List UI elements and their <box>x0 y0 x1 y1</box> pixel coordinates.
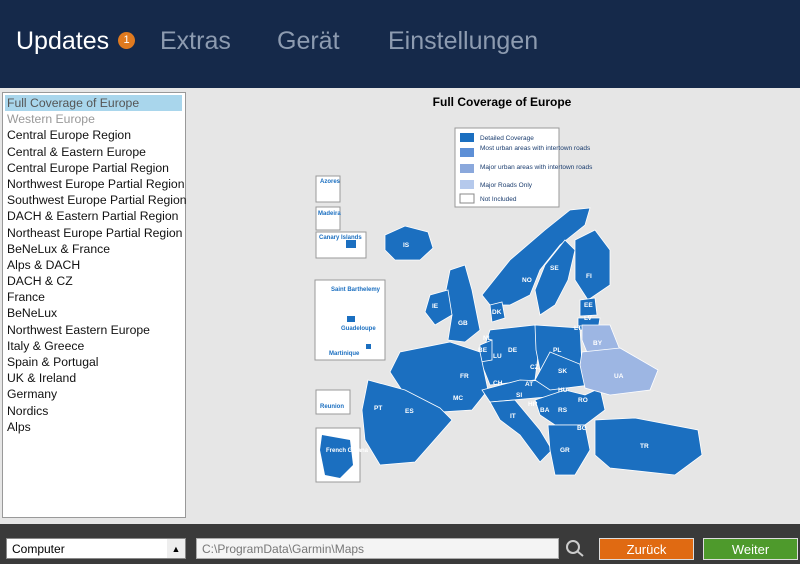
country-label: MC <box>453 395 463 402</box>
region-item[interactable]: Central Europe Region <box>7 128 131 143</box>
region-item[interactable]: Central Europe Partial Region <box>7 160 169 175</box>
map-title: Full Coverage of Europe <box>433 95 572 109</box>
legend-label: Not Included <box>480 196 517 203</box>
country-label: DE <box>508 347 518 354</box>
country-label: SE <box>550 265 559 272</box>
country-label: SK <box>558 368 567 375</box>
tab[interactable]: Extras <box>160 27 231 55</box>
country-labels: IS NO SE FI EE LV LT BY UA PL DE NL BE L… <box>374 242 649 454</box>
region-item[interactable]: Western Europe <box>7 112 95 127</box>
region-item[interactable]: Spain & Portugal <box>7 355 99 369</box>
region-item[interactable]: BeNeLux <box>7 306 58 321</box>
country-label: UA <box>614 373 624 380</box>
country-label: FI <box>586 273 592 280</box>
region-item[interactable]: Southwest Europe Partial Region <box>7 193 187 208</box>
country-label: BA <box>540 407 550 414</box>
region-item[interactable]: France <box>7 290 45 305</box>
region-item[interactable]: DACH & Eastern Partial Region <box>7 209 179 224</box>
legend-label: Major Roads Only <box>480 182 533 189</box>
country-label: CH <box>493 380 503 387</box>
landmass <box>361 207 703 476</box>
country-label: IT <box>510 413 516 420</box>
inset-label: Martinique <box>329 351 360 357</box>
country-label: GB <box>458 320 468 327</box>
region-item[interactable]: Alps <box>7 419 31 434</box>
country-label: DK <box>492 309 502 316</box>
country-label: SI <box>516 392 522 399</box>
location-dropdown[interactable]: Computer ▲ <box>6 538 186 559</box>
country-label: LV <box>584 315 592 322</box>
region-list: Full Coverage of Europe Western Europe Cen… <box>2 92 187 518</box>
inset-label: Madeira <box>318 211 341 217</box>
country-label: GR <box>560 447 570 454</box>
region-item[interactable]: Italy & Greece <box>7 338 85 353</box>
insets: Azores Madeira Canary Islands Saint Bart… <box>314 175 386 483</box>
country-label: BY <box>593 340 603 347</box>
region-item[interactable]: DACH & CZ <box>7 274 73 289</box>
inset-label: Reunion <box>320 404 344 410</box>
country-label: BE <box>478 347 488 354</box>
country-label: LU <box>493 353 502 360</box>
region-item[interactable]: Northwest Eastern Europe <box>7 322 150 337</box>
region-item[interactable]: Central & Eastern Europe <box>7 144 146 159</box>
country-label: EE <box>584 302 593 309</box>
country-label: PL <box>553 347 561 354</box>
region-item[interactable]: Nordics <box>7 403 49 418</box>
tab[interactable]: Gerät <box>277 27 340 55</box>
location: Computer <box>12 542 65 556</box>
region-item[interactable]: Northwest Europe Partial Region <box>7 176 185 191</box>
inset-label: Guadeloupe <box>341 326 376 332</box>
header: Updates 1 Extras Gerät Einstellungen <box>0 0 800 88</box>
country-label: CZ <box>530 364 539 371</box>
country-label: RS <box>558 407 568 414</box>
country-label: ES <box>405 408 414 415</box>
country-label: IE <box>432 303 439 310</box>
region-item[interactable]: Alps & DACH <box>7 257 81 272</box>
inset-label: Saint Barthelemy <box>331 287 381 293</box>
country-label: NO <box>522 277 532 284</box>
badge: 1 <box>118 32 135 49</box>
next-button[interactable]: Weiter <box>703 538 798 560</box>
region-item[interactable]: BeNeLux & France <box>7 241 110 256</box>
browse-icon[interactable] <box>564 538 586 558</box>
dropdown-arrow[interactable]: ▲ <box>167 539 185 558</box>
legend: Detailed Coverage Most urban areas with … <box>454 127 593 208</box>
inset-label: Azores <box>320 179 341 185</box>
country-label: NL <box>483 335 492 342</box>
inset-label: Canary Islands <box>319 235 362 241</box>
country-label: FR <box>460 373 469 380</box>
country-label: RO <box>578 397 588 404</box>
path-field[interactable]: C:\ProgramData\Garmin\Maps <box>196 538 559 559</box>
partial-coverage <box>579 324 659 396</box>
tab[interactable]: Einstellungen <box>388 27 539 55</box>
inset-label: French Guiana <box>326 448 369 454</box>
footer: Computer ▲ C:\ProgramData\Garmin\Maps Zur… <box>0 524 800 564</box>
legend-label: Detailed Coverage <box>480 135 534 142</box>
country-label: HU <box>558 387 568 394</box>
region-item[interactable]: Germany <box>7 387 58 402</box>
region-item[interactable]: Northeast Europe Partial Region <box>7 225 183 240</box>
country-label: HR <box>528 401 538 408</box>
map: Full Coverage of Europe IS NO SE FI EE L… <box>314 95 703 483</box>
tab[interactable]: Updates <box>16 27 110 55</box>
country-label: LT <box>574 325 581 332</box>
region-item[interactable]: Full Coverage of Europe <box>5 95 182 112</box>
country-label: IS <box>403 242 410 249</box>
country-label: AT <box>525 381 533 388</box>
country-label: BG <box>577 425 587 432</box>
country-label: TR <box>640 443 649 450</box>
legend-label: Major urban areas with intertown roads <box>480 164 593 171</box>
region-item[interactable]: UK & Ireland <box>7 371 77 386</box>
country-label: PT <box>374 405 382 412</box>
legend-label: Most urban areas with intertown roads <box>480 145 591 152</box>
back-button[interactable]: Zurück <box>599 538 694 560</box>
